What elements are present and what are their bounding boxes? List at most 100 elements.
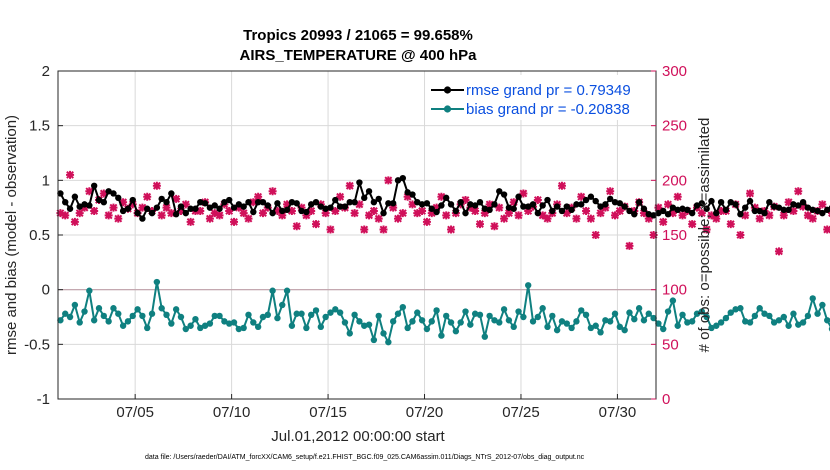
- bias-point: [144, 324, 151, 332]
- bias-point: [245, 311, 252, 319]
- obs-assimilated-marker: [611, 211, 620, 220]
- obs-assimilated-marker: [389, 203, 398, 212]
- rmse-point: [245, 199, 252, 206]
- obs-assimilated-marker: [596, 209, 605, 218]
- rmse-point: [573, 201, 580, 208]
- rmse-point: [621, 203, 628, 210]
- y-right-tick-label: 250: [662, 118, 687, 135]
- bias-point: [520, 313, 527, 321]
- rmse-point: [814, 207, 821, 215]
- obs-assimilated-marker: [427, 209, 436, 218]
- rmse-point: [351, 199, 358, 206]
- y-left-tick-label: 1: [42, 172, 50, 189]
- rmse-point: [824, 206, 830, 214]
- left-axis-label: rmse and bias (model - observation): [3, 115, 20, 355]
- obs-assimilated-marker: [99, 189, 108, 198]
- obs-assimilated-marker: [746, 189, 755, 198]
- rmse-point: [664, 211, 672, 218]
- rmse-point: [722, 206, 730, 214]
- bias-point: [597, 329, 604, 336]
- y-left-tick-label: 0.5: [29, 227, 50, 244]
- bias-point: [708, 324, 715, 332]
- bias-point: [322, 313, 329, 321]
- rmse-point: [640, 205, 648, 212]
- obs-assimilated-marker: [186, 217, 195, 226]
- bias-point: [558, 318, 566, 325]
- obs-assimilated-marker: [794, 187, 803, 196]
- obs-assimilated-marker: [736, 231, 745, 239]
- bias-point: [467, 321, 474, 328]
- bias-point: [139, 312, 146, 320]
- bias-point: [703, 313, 710, 321]
- rmse-point: [370, 199, 378, 206]
- rmse-point: [409, 191, 416, 198]
- rmse-point: [317, 203, 325, 210]
- rmse-point: [809, 206, 816, 214]
- rmse-point: [177, 203, 185, 210]
- bias-point: [544, 323, 551, 331]
- rmse-point: [688, 209, 696, 217]
- rmse-point: [578, 201, 585, 208]
- rmse-point: [192, 205, 199, 212]
- obs-assimilated-marker: [234, 203, 243, 212]
- obs-assimilated-marker: [697, 209, 706, 218]
- x-axis-label: Jul.01,2012 00:00:00 start: [271, 428, 445, 445]
- rmse-point: [66, 205, 74, 212]
- bias-point: [192, 315, 199, 323]
- rmse-point: [327, 204, 334, 211]
- bias-point: [819, 301, 826, 309]
- obs-assimilated-marker: [524, 206, 533, 215]
- rmse-point: [582, 196, 590, 204]
- bias-point: [500, 306, 508, 313]
- bias-point: [737, 305, 744, 312]
- bias-point: [635, 305, 643, 312]
- rmse-point: [394, 177, 402, 184]
- bias-point: [433, 307, 440, 314]
- rmse-point: [76, 203, 83, 210]
- rmse-point: [303, 208, 310, 216]
- bias-point: [770, 319, 778, 326]
- rmse-point: [428, 205, 435, 212]
- bias-point: [303, 324, 310, 332]
- obs-assimilated-marker: [678, 211, 687, 220]
- bias-point: [795, 321, 802, 328]
- rmse-point: [558, 207, 566, 215]
- bias-point: [71, 301, 79, 309]
- rmse-point: [187, 205, 194, 212]
- bias-point: [824, 317, 830, 324]
- bias-point: [539, 305, 546, 312]
- rmse-point: [737, 211, 744, 218]
- obs-assimilated-marker: [480, 209, 489, 218]
- rmse-point: [172, 211, 180, 218]
- obs-assimilated-marker: [495, 203, 504, 212]
- rmse-point: [660, 207, 667, 215]
- bias-point: [602, 317, 609, 324]
- obs-assimilated-marker: [205, 214, 214, 223]
- bias-point: [158, 305, 165, 312]
- chart-title: Tropics 20993 / 21065 = 99.658%: [243, 27, 473, 44]
- obs-assimilated-marker: [172, 194, 181, 203]
- rmse-point: [592, 197, 599, 205]
- bias-point: [226, 320, 233, 327]
- bias-point: [332, 306, 339, 313]
- obs-assimilated-marker: [273, 206, 282, 215]
- rmse-point: [635, 199, 643, 206]
- rmse-point: [515, 193, 522, 200]
- y-right-tick-label: 300: [662, 63, 687, 80]
- bias-point: [529, 318, 537, 325]
- bias-point: [606, 318, 614, 325]
- obs-assimilated-marker: [466, 203, 475, 212]
- obs-assimilated-marker: [765, 211, 774, 220]
- obs-assimilated-marker: [66, 170, 75, 179]
- rmse-point: [481, 205, 488, 212]
- legend: rmse grand pr = 0.79349 bias grand pr = …: [426, 75, 652, 120]
- legend-rmse-marker: [443, 86, 452, 94]
- bias-point: [471, 310, 479, 317]
- rmse-point: [713, 209, 720, 217]
- rmse-point: [452, 207, 460, 215]
- y-left-tick-label: 0: [42, 282, 50, 299]
- bias-point: [182, 325, 189, 333]
- bias-point: [553, 326, 561, 334]
- obs-assimilated-marker: [278, 211, 287, 220]
- obs-assimilated-marker: [61, 211, 70, 220]
